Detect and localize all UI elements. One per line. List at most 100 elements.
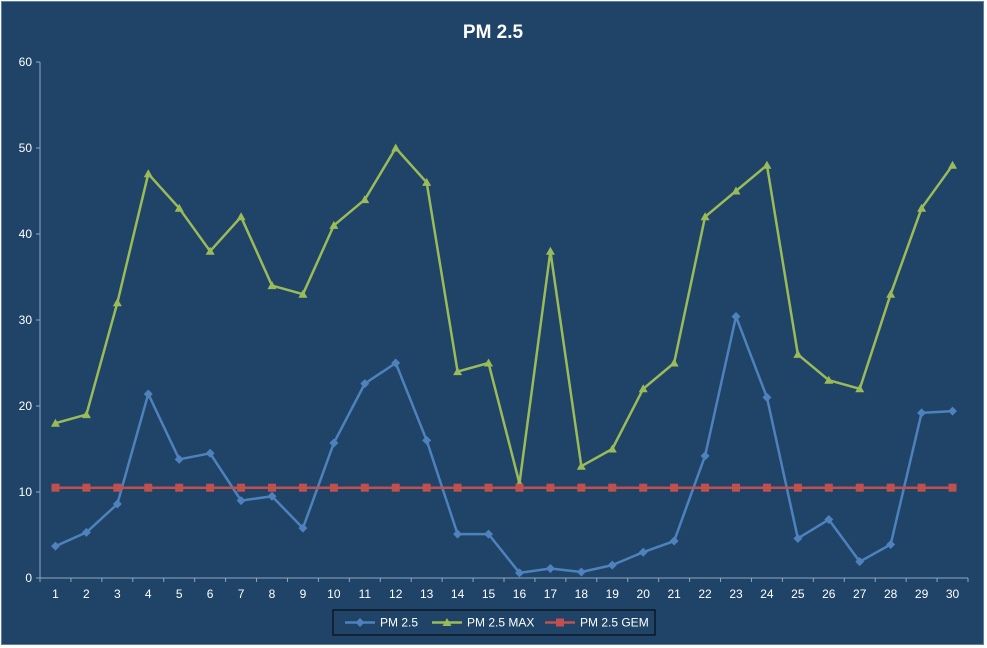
data-point-pm-2-5 (762, 392, 772, 402)
legend-marker-pm-2-5-max (442, 618, 452, 626)
y-tick-label: 20 (19, 399, 33, 413)
data-point-pm-2-5-max (422, 177, 432, 186)
data-point-pm-2-5-max (205, 246, 215, 255)
data-point-pm-2-5-max (917, 203, 927, 212)
data-point-pm-2-5-max (762, 160, 772, 169)
data-point-pm-2-5-max (545, 246, 555, 255)
x-tick-label: 13 (420, 587, 434, 601)
data-point-pm-2-5-max (391, 143, 401, 152)
x-tick-label: 3 (114, 587, 121, 601)
data-point-pm-2-5-max (50, 418, 60, 427)
data-point-pm-2-5-max (236, 212, 246, 221)
data-point-pm-2-5-max (669, 358, 679, 367)
data-point-pm-2-5 (112, 499, 122, 509)
data-point-pm-2-5-gem (484, 483, 493, 492)
y-tick-label: 60 (19, 55, 33, 69)
x-tick-label: 25 (791, 587, 805, 601)
series-pm-2-5-gem (51, 483, 957, 492)
data-point-pm-2-5 (453, 529, 463, 539)
series-pm-2-5 (50, 312, 958, 578)
data-point-pm-2-5-gem (82, 483, 91, 492)
data-point-pm-2-5 (576, 567, 586, 577)
data-point-pm-2-5-gem (948, 483, 957, 492)
data-point-pm-2-5-max (360, 195, 370, 204)
x-tick-label: 22 (698, 587, 712, 601)
x-tick-label: 20 (637, 587, 651, 601)
data-point-pm-2-5-gem (298, 483, 307, 492)
legend-label-pm-2-5-max: PM 2.5 MAX (467, 616, 534, 630)
data-point-pm-2-5-gem (762, 483, 771, 492)
data-point-pm-2-5 (824, 515, 834, 525)
data-point-pm-2-5 (267, 491, 277, 501)
data-point-pm-2-5-max (267, 281, 277, 290)
data-point-pm-2-5-gem (515, 483, 524, 492)
x-tick-label: 6 (207, 587, 214, 601)
data-point-pm-2-5-gem (453, 483, 462, 492)
data-point-pm-2-5-gem (422, 483, 431, 492)
data-point-pm-2-5 (50, 541, 60, 551)
data-point-pm-2-5-gem (237, 483, 246, 492)
data-point-pm-2-5 (298, 523, 308, 533)
data-point-pm-2-5 (638, 547, 648, 557)
data-point-pm-2-5-max (112, 298, 122, 307)
data-point-pm-2-5-max (576, 461, 586, 470)
data-point-pm-2-5-gem (886, 483, 895, 492)
data-point-pm-2-5 (360, 379, 370, 389)
data-point-pm-2-5 (917, 408, 927, 418)
data-point-pm-2-5 (329, 438, 339, 448)
data-point-pm-2-5-max (484, 358, 494, 367)
data-point-pm-2-5 (81, 527, 91, 537)
series-pm-2-5-max (50, 143, 958, 487)
x-tick-label: 23 (729, 587, 743, 601)
data-point-pm-2-5-gem (144, 483, 153, 492)
x-tick-label: 7 (238, 587, 245, 601)
data-point-pm-2-5 (391, 358, 401, 368)
data-point-pm-2-5-gem (546, 483, 555, 492)
data-point-pm-2-5 (948, 406, 958, 416)
data-point-pm-2-5-max (607, 444, 617, 453)
x-tick-label: 9 (300, 587, 307, 601)
data-point-pm-2-5-gem (329, 483, 338, 492)
legend-marker-pm-2-5-gem (556, 618, 564, 627)
x-tick-label: 19 (606, 587, 620, 601)
x-tick-label: 2 (83, 587, 90, 601)
data-point-pm-2-5-max (731, 186, 741, 195)
data-point-pm-2-5-max (700, 212, 710, 221)
data-point-pm-2-5-max (174, 203, 184, 212)
data-point-pm-2-5-gem (732, 483, 740, 492)
data-point-pm-2-5-max (81, 410, 91, 419)
legend-marker-pm-2-5 (355, 618, 365, 627)
data-point-pm-2-5-gem (670, 483, 679, 492)
x-tick-label: 30 (946, 587, 960, 601)
y-tick-label: 30 (19, 313, 33, 327)
data-point-pm-2-5-gem (701, 483, 710, 492)
data-point-pm-2-5-gem (793, 483, 802, 492)
series-line-pm-2-5-max (55, 146, 954, 485)
data-point-pm-2-5 (514, 568, 524, 578)
data-point-pm-2-5-gem (360, 483, 369, 492)
data-point-pm-2-5-gem (391, 483, 400, 492)
legend-label-pm-2-5-gem: PM 2.5 GEM (580, 616, 649, 630)
legend: PM 2.5 PM 2.5 MAX PM 2.5 GEM (332, 609, 656, 636)
x-tick-label: 14 (451, 587, 465, 601)
data-point-pm-2-5 (545, 564, 555, 574)
data-point-pm-2-5-gem (206, 483, 215, 492)
data-point-pm-2-5 (855, 557, 865, 567)
data-point-pm-2-5 (886, 539, 896, 549)
data-point-pm-2-5-max (638, 384, 648, 393)
x-tick-label: 10 (327, 587, 341, 601)
x-tick-label: 29 (915, 587, 929, 601)
x-tick-label: 27 (853, 587, 867, 601)
x-tick-label: 18 (575, 587, 589, 601)
data-point-pm-2-5 (607, 560, 617, 570)
legend-box (332, 609, 656, 636)
data-point-pm-2-5-max (329, 220, 339, 229)
x-tick-label: 26 (822, 587, 836, 601)
data-point-pm-2-5-gem (608, 483, 617, 492)
data-point-pm-2-5-gem (639, 483, 648, 492)
x-tick-label: 17 (544, 587, 558, 601)
y-tick-label: 50 (19, 141, 33, 155)
data-point-pm-2-5-max (855, 384, 865, 393)
x-tick-label: 28 (884, 587, 898, 601)
